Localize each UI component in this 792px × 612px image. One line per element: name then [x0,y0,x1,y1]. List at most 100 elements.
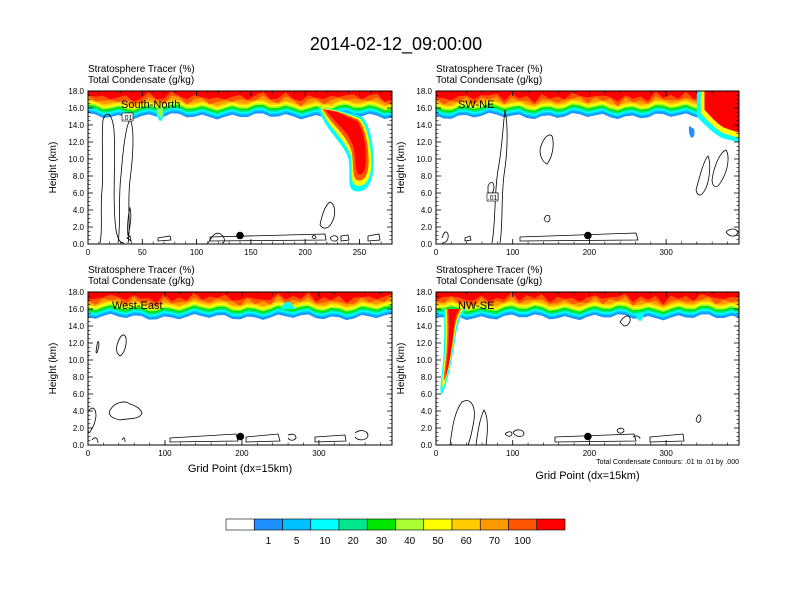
x-tick-label: 250 [353,248,367,257]
y-tick-label: 0.0 [73,240,85,249]
contour-label: .01 [488,195,498,202]
condensate-contour [209,233,327,242]
x-tick-label: 200 [583,449,597,458]
tracer-intrusion [445,309,460,375]
condensate-contour [340,234,350,242]
location-marker [584,231,592,240]
condensate-contour [711,149,729,188]
x-tick-label: 300 [659,248,673,257]
x-tick-label: 300 [659,449,673,458]
condensate-contour [695,414,702,423]
y-tick-label: 14.0 [68,322,84,331]
figure-title: 2014-02-12_09:00:00 [310,34,482,55]
y-tick-label: 0.0 [421,441,433,450]
contour-label-box [121,112,134,122]
panel-name: SW-NE [458,99,494,111]
condensate-contour [464,235,472,242]
condensate-contour [632,435,641,440]
colorbar-label: 50 [432,536,444,547]
colorbar-swatch [225,518,255,531]
y-tick-label: 18.0 [416,288,432,297]
y-tick-label: 18.0 [68,87,84,96]
tracer-layer [88,91,392,102]
y-tick-label: 0.0 [73,441,85,450]
y-tick-label: 2.0 [73,223,85,232]
condensate-contour [287,433,297,441]
colorbar-swatch [395,518,425,531]
y-tick-label: 10.0 [68,356,84,365]
panel-name: NW-SE [458,300,494,312]
colorbar-label: 70 [489,536,501,547]
y-tick-label: 18.0 [416,87,432,96]
y-tick-label: 6.0 [421,189,433,198]
panel-label-line2: Total Condensate (g/kg) [436,75,542,86]
y-tick-label: 14.0 [416,121,432,130]
y-tick-label: 14.0 [416,322,432,331]
y-tick-label: 10.0 [416,155,432,164]
y-tick-label: 12.0 [68,339,84,348]
y-tick-label: 4.0 [73,206,85,215]
contour-label-box [486,192,499,202]
y-tick-label: 16.0 [68,305,84,314]
condensate-contour [121,437,126,443]
y-tick-label: 10.0 [416,356,432,365]
y-tick-label: 18.0 [68,288,84,297]
colorbar-label: 1 [266,536,272,547]
y-tick-label: 0.0 [421,240,433,249]
x-tick-label: 100 [506,248,520,257]
contour-label: .01 [123,115,133,122]
x-axis-label: Grid Point (dx=15km) [535,470,639,482]
location-marker [236,432,245,441]
plot-area [88,91,392,244]
contour-footnote: Total Condensate Contours: .01 to .01 by… [596,459,739,466]
condensate-contour [109,401,143,421]
colorbar-swatch [282,518,312,531]
colorbar-label: 40 [404,536,416,547]
x-tick-label: 200 [235,449,249,458]
y-axis-label: Height (km) [396,343,407,395]
condensate-contour [619,315,631,327]
colorbar-swatch [479,518,509,531]
y-tick-label: 12.0 [416,339,432,348]
location-marker [236,231,244,240]
plot-area [436,91,739,244]
panel-label-line2: Total Condensate (g/kg) [88,75,194,86]
x-tick-label: 200 [583,248,597,257]
tracer-intrusion [688,125,695,138]
y-tick-label: 12.0 [416,138,432,147]
y-tick-label: 4.0 [73,407,85,416]
panel-1: Stratosphere Tracer (%)Total Condensate … [48,64,393,257]
x-tick-label: 100 [506,449,520,458]
tracer-layer [88,292,392,304]
y-tick-label: 10.0 [68,155,84,164]
tracer-intrusion [280,301,296,309]
y-tick-label: 8.0 [421,172,433,181]
condensate-contour [99,113,125,244]
panel-name: West-East [112,300,163,312]
tracer-field [88,292,392,321]
panel-label-line2: Total Condensate (g/kg) [88,276,194,287]
condensate-contour [539,134,554,165]
condensate-contour [449,400,475,445]
x-tick-label: 0 [434,248,439,257]
condensate-contours [449,315,702,445]
y-tick-label: 14.0 [68,121,84,130]
tracer-field [436,292,739,395]
condensate-contour [314,434,347,443]
condensate-contour [543,214,551,223]
location-marker [584,432,592,441]
panel-3: Stratosphere Tracer (%)Total Condensate … [48,265,393,475]
colorbar-label: 10 [319,536,331,547]
tracer-intrusion [635,312,644,321]
y-tick-label: 4.0 [421,206,433,215]
x-tick-label: 50 [138,248,147,257]
condensate-contour [519,232,639,242]
x-tick-label: 100 [190,248,204,257]
condensate-contour [504,431,513,437]
panel-name: South-North [121,99,180,111]
colorbar-label: 60 [461,536,473,547]
colorbar-swatch [253,518,283,531]
x-axis-label: Grid Point (dx=15km) [188,463,292,475]
condensate-contour [354,430,369,441]
plot-area [436,292,739,445]
